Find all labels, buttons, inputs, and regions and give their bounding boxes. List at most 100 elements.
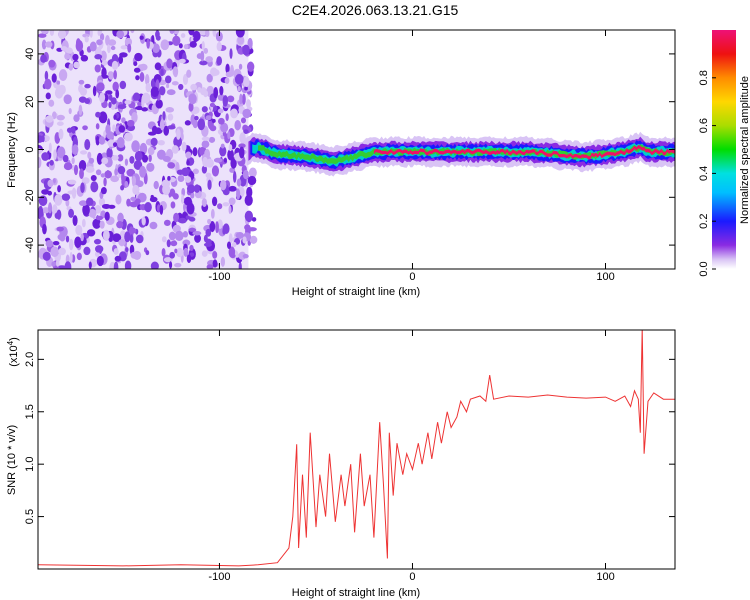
noise-blob bbox=[162, 110, 166, 121]
noise-blob bbox=[243, 129, 249, 134]
noise-blob bbox=[51, 73, 57, 83]
noise-blob bbox=[168, 261, 173, 269]
noise-blob bbox=[88, 261, 92, 269]
noise-blob bbox=[166, 83, 170, 89]
noise-blob bbox=[75, 224, 83, 236]
bottom-xtick-label: 100 bbox=[596, 571, 614, 583]
noise-blob bbox=[42, 251, 51, 261]
noise-blob bbox=[236, 188, 241, 200]
noise-blob bbox=[205, 56, 213, 63]
top-xlabel: Height of straight line (km) bbox=[292, 286, 420, 298]
noise-blob bbox=[230, 108, 238, 119]
noise-blob bbox=[141, 216, 146, 226]
noise-blob bbox=[99, 220, 105, 229]
noise-blob bbox=[94, 205, 102, 214]
noise-blob bbox=[123, 132, 133, 142]
noise-blob bbox=[45, 239, 54, 248]
noise-blob bbox=[110, 97, 117, 105]
noise-blob bbox=[48, 99, 55, 107]
noise-blob bbox=[113, 69, 117, 80]
top-ytick-label: 20 bbox=[24, 96, 36, 108]
noise-blob bbox=[206, 264, 214, 269]
noise-blob bbox=[61, 193, 71, 201]
noise-blob bbox=[227, 149, 234, 161]
top-xtick-label: -100 bbox=[208, 271, 230, 283]
noise-blob bbox=[177, 175, 185, 182]
noise-blob bbox=[156, 149, 166, 160]
noise-blob bbox=[213, 157, 223, 163]
noise-blob bbox=[52, 178, 56, 184]
noise-blob bbox=[114, 255, 122, 262]
noise-blob bbox=[103, 177, 107, 187]
noise-blob bbox=[115, 194, 122, 205]
noise-blob bbox=[239, 132, 246, 144]
noise-blob bbox=[182, 73, 189, 85]
noise-blob bbox=[167, 113, 174, 121]
noise-blob bbox=[192, 231, 202, 236]
noise-blob bbox=[174, 262, 182, 268]
noise-blob bbox=[207, 179, 212, 191]
noise-blob bbox=[247, 37, 253, 50]
noise-blob bbox=[226, 95, 235, 103]
noise-blob bbox=[88, 157, 95, 164]
noise-blob bbox=[141, 107, 148, 112]
noise-blob bbox=[80, 54, 89, 62]
chart-title: C2E4.2026.063.13.21.G15 bbox=[292, 2, 459, 18]
noise-blob bbox=[184, 176, 192, 183]
noise-blob bbox=[181, 141, 187, 152]
noise-blob bbox=[235, 232, 244, 239]
noise-blob bbox=[101, 59, 108, 66]
noise-blob bbox=[99, 33, 105, 41]
noise-blob bbox=[93, 238, 102, 245]
noise-blob bbox=[201, 40, 205, 51]
noise-blob bbox=[163, 257, 173, 263]
noise-blob bbox=[117, 104, 127, 110]
noise-blob bbox=[238, 146, 245, 159]
noise-blob bbox=[56, 80, 61, 85]
noise-blob bbox=[95, 215, 104, 221]
noise-blob bbox=[219, 179, 227, 191]
noise-blob bbox=[227, 131, 231, 140]
colorbar-tick-label: 0.6 bbox=[698, 118, 710, 133]
noise-blob bbox=[126, 168, 136, 177]
noise-blob bbox=[90, 174, 97, 182]
noise-blob bbox=[205, 238, 212, 245]
noise-blob bbox=[149, 196, 158, 203]
noise-blob bbox=[85, 166, 95, 173]
noise-blob bbox=[53, 149, 57, 160]
noise-blob bbox=[98, 197, 106, 207]
noise-blob bbox=[95, 169, 102, 176]
noise-blob bbox=[212, 251, 218, 259]
noise-blob bbox=[64, 52, 71, 60]
noise-blob bbox=[131, 112, 138, 123]
noise-blob bbox=[50, 246, 59, 258]
noise-blob bbox=[108, 39, 117, 46]
noise-blob bbox=[150, 261, 159, 269]
snr-frame bbox=[37, 329, 676, 570]
noise-blob bbox=[87, 151, 92, 160]
noise-blob bbox=[55, 259, 60, 267]
noise-blob bbox=[112, 81, 119, 92]
noise-blob bbox=[111, 60, 119, 70]
noise-blob bbox=[150, 86, 160, 98]
noise-blob bbox=[95, 111, 101, 118]
noise-blob bbox=[94, 245, 104, 253]
noise-blob bbox=[161, 247, 166, 257]
noise-blob bbox=[129, 155, 135, 164]
colorbar-ticks: 0.0 0.2 0.4 0.6 0.8 bbox=[698, 70, 716, 277]
noise-blob bbox=[237, 86, 241, 92]
top-ylabel: Frequency (Hz) bbox=[6, 112, 18, 188]
noise-blob bbox=[119, 52, 128, 58]
noise-blob bbox=[139, 165, 147, 178]
top-ytick-label: 0 bbox=[24, 146, 36, 152]
noise-blob bbox=[79, 150, 88, 155]
noise-blob bbox=[159, 118, 165, 131]
noise-blob bbox=[150, 137, 158, 147]
noise-blob bbox=[128, 226, 134, 237]
colorbar-label: Normalized spectral amplitude bbox=[739, 76, 750, 224]
noise-blob bbox=[124, 180, 129, 188]
colorbar bbox=[712, 30, 736, 269]
bottom-xtick-label: 0 bbox=[409, 571, 415, 583]
noise-blob bbox=[174, 248, 178, 254]
